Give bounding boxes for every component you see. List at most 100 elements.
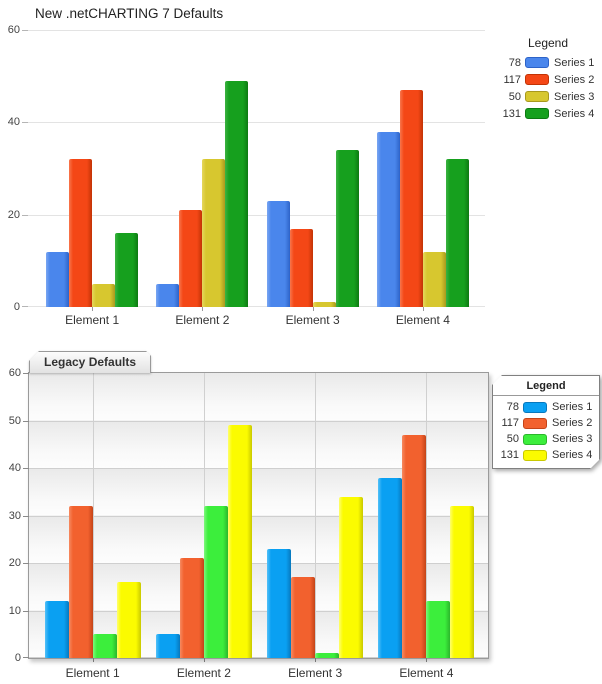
bar-series-2 (69, 159, 93, 307)
chart-legacy-defaults: Legacy Defaults 0 10 20 30 40 50 60 Element 1 El… (0, 345, 602, 684)
y-axis-label: 20 (8, 557, 21, 569)
gridline (28, 30, 485, 31)
legend-row: 50 Series 3 (493, 431, 599, 447)
vertical-gridline (92, 373, 94, 658)
y-axis-label: 40 (7, 116, 20, 129)
bar-series-4 (339, 496, 364, 658)
legend-swatch (525, 91, 549, 102)
y-axis-tick (23, 657, 29, 658)
category-group: Element 3 (258, 30, 368, 327)
legend-label: Series 1 (552, 401, 593, 413)
legend-label: Series 4 (554, 107, 595, 120)
y-axis-label: 0 (14, 652, 21, 664)
category-area: Element 1 Element 2 Element 3 Element 4 (37, 30, 478, 327)
bar-series-3 (312, 302, 336, 307)
category-group: Element 3 (260, 373, 371, 680)
x-axis-label: Element 3 (288, 666, 343, 680)
chart-new-netcharting-defaults: New .netCHARTING 7 Defaults 0 20 40 60 Eleme… (8, 6, 601, 327)
x-axis-tick (92, 658, 94, 662)
y-axis-label: 10 (8, 604, 21, 617)
y-axis-tick (23, 468, 29, 469)
gridline (29, 657, 488, 658)
legend: Legend 78 Series 1 117 Series 2 50 Series 3 13… (492, 375, 600, 469)
bar-group (371, 373, 482, 658)
y-axis-tick (23, 515, 29, 517)
y-axis-label: 60 (7, 24, 20, 36)
bar-series-4 (445, 159, 469, 307)
legend-value: 131 (500, 449, 519, 461)
bar-series-3 (92, 283, 116, 307)
legend-value: 50 (506, 433, 519, 445)
legend-swatch (523, 434, 547, 445)
bar-series-4 (227, 425, 252, 658)
plot-area: 0 10 20 30 40 50 60 Element 1 Element 2 Element 3… (9, 367, 489, 680)
gridline (29, 515, 488, 517)
bar-series-2 (68, 506, 93, 658)
bar-series-2 (399, 90, 423, 307)
bar-group (260, 373, 371, 658)
x-axis-tick (202, 307, 204, 311)
bar-series-3 (315, 653, 340, 658)
legend: Legend 78 Series 1 117 Series 2 50 Series 3 13… (495, 36, 601, 122)
legend-value: 78 (506, 401, 519, 413)
bar-series-3 (202, 159, 226, 307)
gridline (29, 610, 488, 612)
bar-series-4 (225, 80, 249, 307)
x-axis-label: Element 2 (175, 313, 230, 327)
legend-title: Legend (527, 36, 569, 50)
legend-swatch (523, 418, 547, 429)
legend-label: Series 2 (552, 417, 593, 429)
bar-series-1 (44, 601, 69, 658)
bar-series-1 (46, 251, 70, 307)
gridline (28, 214, 485, 216)
chart-title-tab: Legacy Defaults (29, 351, 151, 373)
vertical-gridline (315, 373, 317, 658)
legend-label: Series 1 (554, 56, 595, 69)
plot-area: 0 20 40 60 Element 1 Element 2 Element 3 Elemen… (8, 24, 485, 327)
legend-swatch (523, 450, 547, 461)
x-axis-tick (203, 658, 205, 662)
x-axis-tick (92, 307, 94, 311)
category-group: Element 1 (37, 30, 147, 327)
bar-series-4 (450, 506, 475, 658)
y-axis-label: 40 (8, 462, 21, 474)
chart-title: Legacy Defaults (29, 351, 151, 373)
gridline (29, 420, 488, 422)
bar-group (258, 30, 368, 307)
y-axis-tick (22, 30, 28, 31)
x-axis-tick (312, 307, 314, 311)
y-axis-tick (23, 373, 29, 374)
bar-series-2 (291, 577, 316, 658)
legend-box: Legend 78 Series 1 117 Series 2 50 Series 3 13… (492, 375, 600, 469)
category-group: Element 4 (371, 373, 482, 680)
category-group: Element 1 (37, 373, 148, 680)
x-axis-label: Element 1 (65, 313, 120, 327)
y-axis-tick (23, 563, 29, 564)
legend-swatch (525, 108, 549, 119)
legend-label: Series 2 (554, 73, 595, 86)
bar-group (147, 30, 257, 307)
legend-label: Series 4 (552, 449, 593, 461)
x-axis-label: Element 4 (399, 666, 454, 680)
y-axis-tick (22, 306, 28, 307)
legend-row: 50 Series 3 (495, 88, 601, 105)
legend-row: 117 Series 2 (493, 415, 599, 431)
x-axis-label: Element 2 (176, 666, 231, 680)
bar-group (148, 373, 259, 658)
x-axis-label: Element 3 (285, 313, 340, 327)
y-axis-tick (23, 610, 29, 612)
bar-series-3 (92, 634, 117, 658)
legend-rows: 78 Series 1 117 Series 2 50 Series 3 131 Series… (493, 399, 599, 463)
legend-value: 117 (501, 417, 519, 429)
bar-series-3 (203, 506, 228, 658)
y-axis-tick (22, 122, 28, 124)
legend-row: 78 Series 1 (495, 54, 601, 71)
legend-row: 131 Series 4 (493, 447, 599, 463)
bar-series-3 (426, 601, 451, 658)
x-axis-tick (422, 307, 424, 311)
y-axis-tick (23, 420, 29, 422)
bar-series-1 (155, 634, 180, 658)
legend-value: 78 (508, 56, 521, 69)
bar-group (37, 30, 147, 307)
